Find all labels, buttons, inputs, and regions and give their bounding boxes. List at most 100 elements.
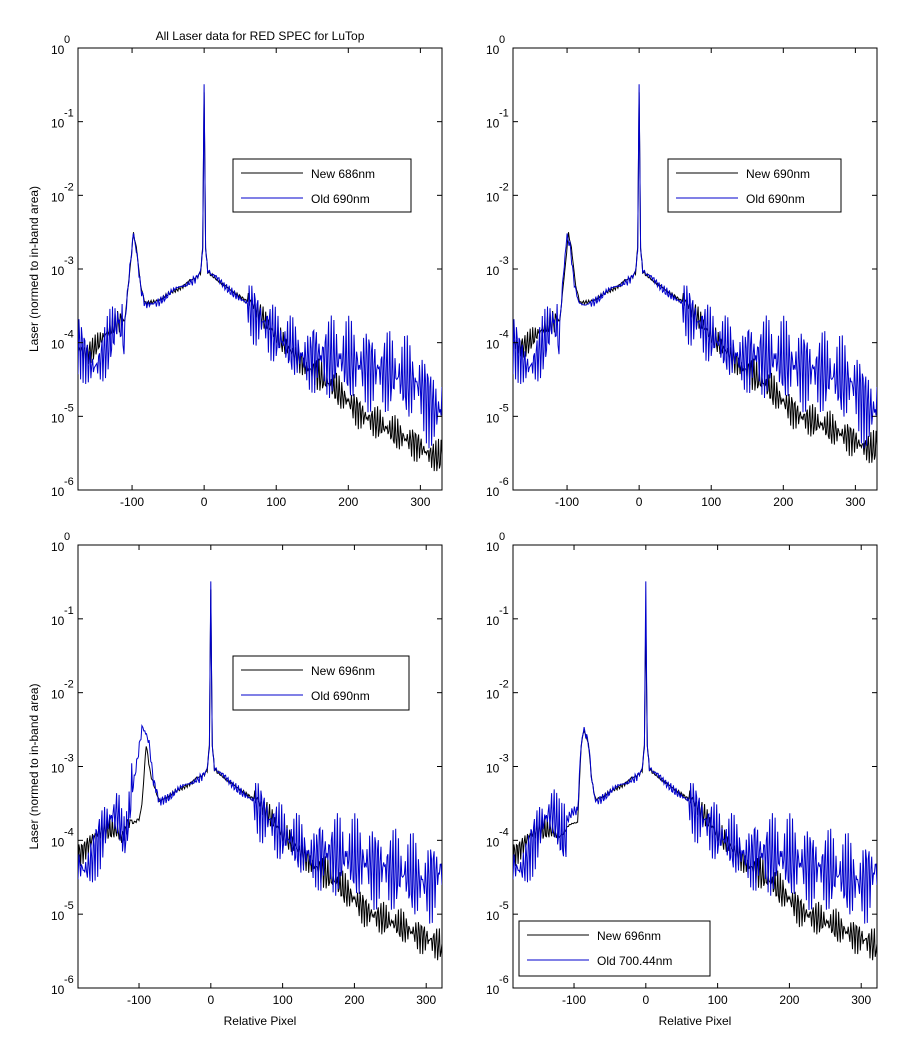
- x-tick-label: 100: [266, 495, 286, 509]
- y-tick-exponent: -2: [64, 181, 74, 193]
- y-tick-exponent: -4: [64, 826, 74, 838]
- y-tick-exponent: 0: [64, 531, 70, 543]
- y-tick-base: 10: [51, 338, 65, 352]
- legend-entry: New 686nm: [311, 167, 375, 181]
- y-tick-base: 10: [486, 264, 500, 278]
- y-tick-base: 10: [51, 411, 65, 425]
- x-tick-label: -100: [127, 993, 151, 1007]
- x-tick-label: -100: [562, 993, 586, 1007]
- y-tick-base: 10: [486, 411, 500, 425]
- y-tick-exponent: -5: [64, 402, 74, 414]
- y-axis-label: Laser (normed to in-band area): [27, 186, 41, 352]
- legend-box: [518, 920, 711, 977]
- x-tick-label: 300: [851, 993, 871, 1007]
- y-tick-base: 10: [486, 485, 500, 499]
- x-tick-label: 0: [636, 495, 643, 509]
- y-tick-exponent: -2: [499, 181, 509, 193]
- x-tick-label: 200: [773, 495, 793, 509]
- y-tick-base: 10: [486, 614, 500, 628]
- legend: New 696nm Old 690nm: [232, 655, 410, 711]
- y-tick-exponent: -1: [64, 605, 74, 617]
- legend-entry: Old 690nm: [746, 192, 805, 206]
- plot-area: [77, 47, 443, 491]
- y-axis-label: Laser (normed to in-band area): [27, 683, 41, 849]
- y-tick-exponent: -6: [64, 974, 74, 986]
- plot-panel-4: -100 0 100 200 30010010-110-210-310-410-510-…: [486, 531, 878, 1028]
- x-tick-label: 100: [708, 993, 728, 1007]
- y-tick-base: 10: [486, 983, 500, 997]
- chart-title: All Laser data for RED SPEC for LuTop: [156, 29, 365, 43]
- y-tick-base: 10: [51, 190, 65, 204]
- legend-entry: New 696nm: [597, 929, 661, 943]
- x-tick-label: 100: [701, 495, 721, 509]
- y-tick-exponent: -5: [64, 900, 74, 912]
- y-tick-exponent: -1: [499, 605, 509, 617]
- y-tick-base: 10: [486, 338, 500, 352]
- y-tick-exponent: -3: [499, 753, 509, 765]
- y-tick-exponent: -6: [499, 974, 509, 986]
- y-tick-exponent: -3: [64, 753, 74, 765]
- series-line-old: [513, 581, 877, 924]
- x-tick-label: 200: [779, 993, 799, 1007]
- y-tick-base: 10: [486, 762, 500, 776]
- y-tick-exponent: -1: [499, 108, 509, 120]
- y-tick-exponent: -3: [64, 255, 74, 267]
- y-tick-base: 10: [51, 43, 65, 57]
- y-tick-base: 10: [51, 688, 65, 702]
- x-tick-label: 200: [344, 993, 364, 1007]
- x-tick-label: 0: [201, 495, 208, 509]
- y-tick-base: 10: [486, 43, 500, 57]
- y-tick-exponent: -2: [499, 679, 509, 691]
- y-tick-exponent: -4: [64, 329, 74, 341]
- legend: New 690nm Old 690nm: [667, 158, 842, 213]
- y-tick-base: 10: [51, 540, 65, 554]
- plot-area: [77, 544, 443, 989]
- y-tick-exponent: -3: [499, 255, 509, 267]
- x-tick-label: 0: [207, 993, 214, 1007]
- legend-box: [232, 158, 412, 213]
- y-tick-base: 10: [486, 909, 500, 923]
- legend-entry: Old 700.44nm: [597, 954, 672, 968]
- y-tick-base: 10: [51, 485, 65, 499]
- y-tick-base: 10: [51, 264, 65, 278]
- y-tick-base: 10: [51, 117, 65, 131]
- y-tick-exponent: -4: [499, 329, 509, 341]
- legend-box: [232, 655, 410, 711]
- y-tick-exponent: -1: [64, 108, 74, 120]
- y-tick-base: 10: [51, 909, 65, 923]
- x-axis-label: Relative Pixel: [659, 1014, 732, 1028]
- y-tick-base: 10: [51, 835, 65, 849]
- y-tick-exponent: 0: [499, 34, 505, 46]
- y-tick-base: 10: [51, 614, 65, 628]
- x-axis-label: Relative Pixel: [224, 1014, 297, 1028]
- legend-entry: Old 690nm: [311, 192, 370, 206]
- legend: New 686nm Old 690nm: [232, 158, 412, 213]
- x-tick-label: 300: [416, 993, 436, 1007]
- plot-panel-1: -100 0 100 200 30010010-110-210-310-410-510-…: [27, 29, 443, 509]
- y-tick-base: 10: [486, 540, 500, 554]
- y-tick-exponent: -6: [64, 476, 74, 488]
- x-tick-label: -100: [120, 495, 144, 509]
- y-tick-exponent: -4: [499, 826, 509, 838]
- x-tick-label: 300: [410, 495, 430, 509]
- x-tick-label: 100: [273, 993, 293, 1007]
- x-tick-label: 200: [338, 495, 358, 509]
- legend-entry: New 690nm: [746, 167, 810, 181]
- series-line-old: [78, 581, 442, 924]
- plot-panel-3: -100 0 100 200 30010010-110-210-310-410-510-…: [27, 531, 443, 1028]
- plot-panel-2: -100 0 100 200 30010010-110-210-310-410-510-…: [486, 34, 878, 509]
- y-tick-base: 10: [51, 983, 65, 997]
- series-line-old: [513, 84, 877, 449]
- legend-entry: Old 690nm: [311, 689, 370, 703]
- y-tick-base: 10: [486, 835, 500, 849]
- legend: New 696nm Old 700.44nm: [518, 920, 711, 977]
- y-tick-exponent: -6: [499, 476, 509, 488]
- y-tick-exponent: 0: [64, 34, 70, 46]
- legend-entry: New 696nm: [311, 664, 375, 678]
- legend-box: [667, 158, 842, 213]
- y-tick-exponent: -5: [499, 900, 509, 912]
- y-tick-base: 10: [486, 117, 500, 131]
- x-tick-label: 300: [845, 495, 865, 509]
- x-tick-label: -100: [555, 495, 579, 509]
